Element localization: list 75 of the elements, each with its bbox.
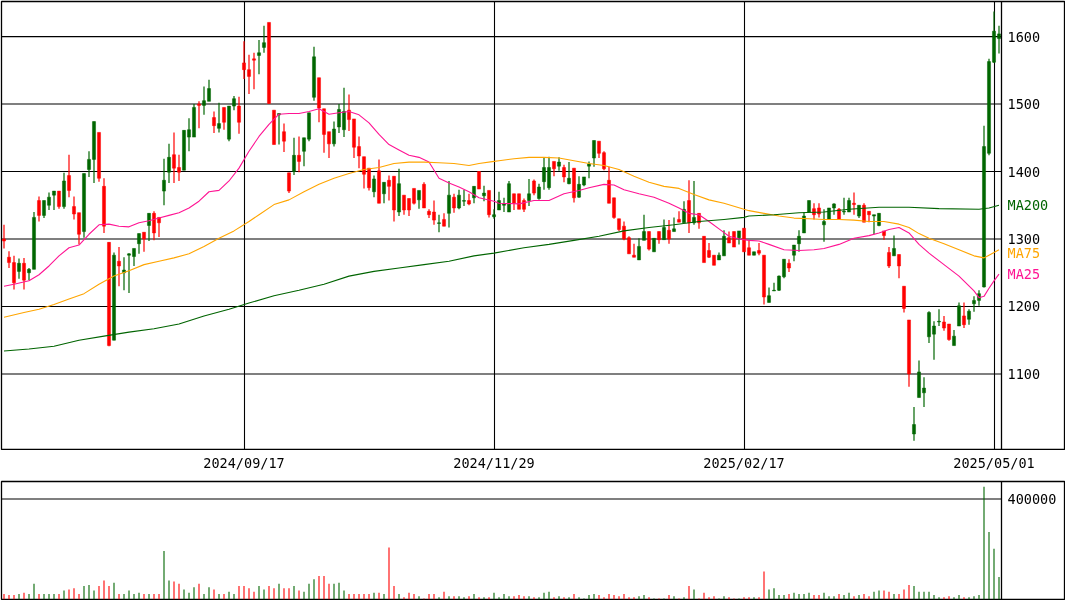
candlestick — [292, 137, 296, 176]
candlestick — [587, 160, 591, 179]
candlestick — [852, 191, 856, 216]
candlestick — [282, 123, 286, 153]
x-tick-label: 2025/05/01 — [953, 454, 1035, 471]
candlestick — [422, 181, 426, 209]
candlestick — [147, 212, 151, 242]
candlestick — [757, 242, 761, 256]
candlestick — [937, 308, 941, 327]
x-tick-label: 2024/11/29 — [453, 454, 535, 471]
candlestick — [262, 25, 266, 54]
y-tick-label: 1100 — [1007, 365, 1041, 382]
candlestick — [332, 121, 336, 148]
candlestick — [527, 178, 531, 207]
candlestick — [37, 195, 41, 223]
candlestick — [382, 181, 386, 204]
x-tick-label: 2025/02/17 — [703, 454, 785, 471]
candlestick — [122, 256, 126, 291]
candlestick — [902, 285, 906, 314]
candlestick — [642, 214, 646, 241]
candlestick — [787, 258, 791, 273]
series-label: MA200 — [1007, 197, 1049, 214]
candlestick — [802, 211, 806, 234]
series-label: MA25 — [1007, 266, 1041, 283]
candlestick — [687, 179, 691, 234]
candlestick — [17, 257, 21, 280]
candlestick — [662, 218, 666, 241]
candlestick — [962, 301, 966, 329]
candlestick — [667, 219, 671, 245]
candlestick — [447, 180, 451, 229]
candlestick — [372, 174, 376, 198]
candlestick — [117, 246, 121, 287]
candlestick — [297, 135, 301, 173]
candlestick — [252, 52, 256, 90]
candlestick — [237, 96, 241, 135]
y-tick-label: 400000 — [1007, 491, 1057, 508]
x-tick-label: 2024/09/17 — [203, 454, 285, 471]
candlestick — [52, 190, 56, 211]
y-tick-label: 1200 — [1007, 298, 1041, 315]
candlestick — [672, 216, 676, 233]
candlestick — [142, 231, 146, 253]
candlestick — [492, 208, 496, 220]
candlestick — [222, 106, 226, 131]
candlestick — [897, 253, 901, 279]
candlestick — [677, 210, 681, 223]
y-tick-label: 1400 — [1007, 163, 1041, 180]
candlestick — [287, 172, 291, 194]
candlestick — [137, 233, 141, 255]
candlestick — [2, 224, 6, 250]
series-label: MA75 — [1007, 245, 1041, 262]
y-tick-label: 1300 — [1007, 230, 1041, 247]
candlestick — [452, 193, 456, 214]
candlestick — [217, 102, 221, 133]
candlestick — [797, 229, 801, 253]
candlestick — [437, 214, 441, 233]
candlestick — [632, 243, 636, 258]
candlestick — [892, 235, 896, 257]
candlestick — [212, 110, 216, 134]
candlestick — [417, 189, 421, 210]
y-tick-label: 1500 — [1007, 96, 1041, 113]
line-series — [3, 156, 1000, 318]
candlestick — [167, 143, 171, 184]
candlestick — [257, 39, 261, 75]
candlestick — [482, 185, 486, 202]
candlestick — [592, 139, 596, 168]
candlestick — [162, 158, 166, 206]
candlestick — [822, 208, 826, 243]
candlestick — [887, 246, 891, 269]
candlestick — [957, 301, 961, 327]
candlestick — [637, 237, 641, 261]
candlestick — [197, 100, 201, 129]
candlestick — [912, 406, 916, 442]
y-tick-label: 1600 — [1007, 28, 1041, 45]
candlestick — [67, 154, 71, 198]
candlestick — [22, 257, 26, 291]
